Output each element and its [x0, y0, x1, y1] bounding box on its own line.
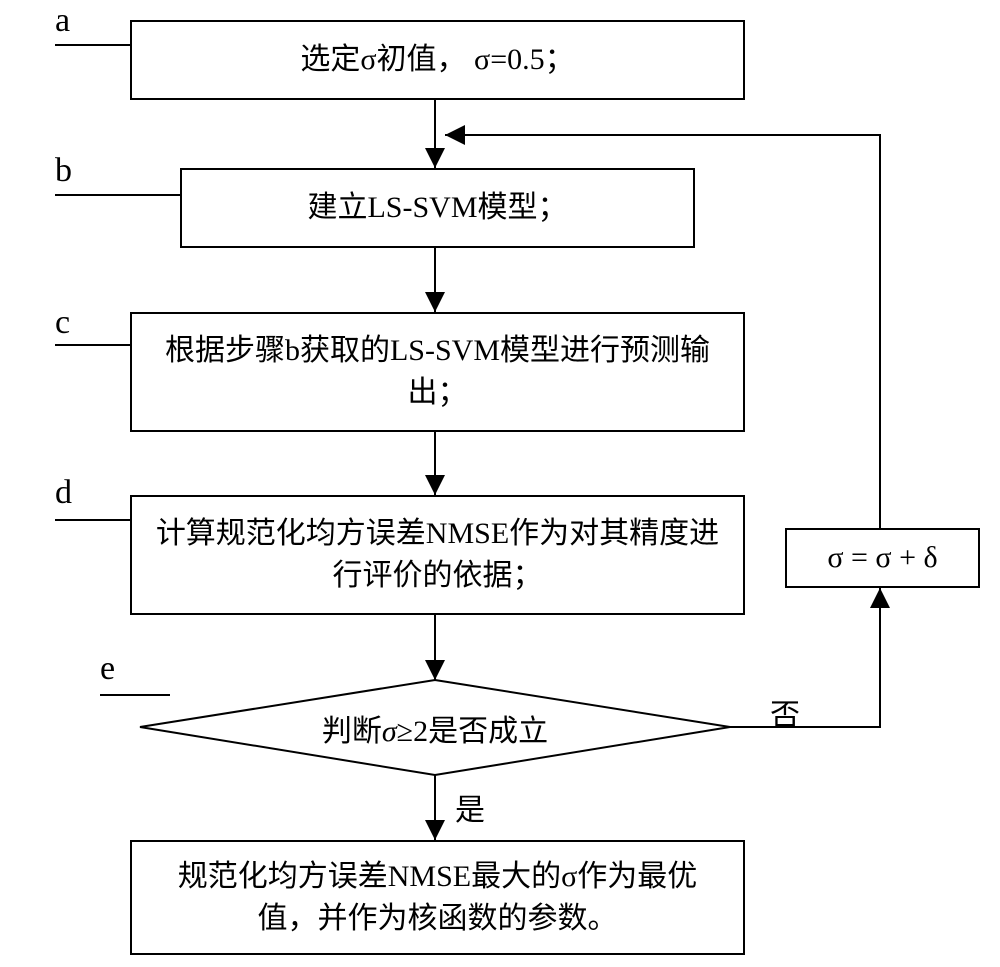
- node-inc: σ = σ + δ: [785, 528, 980, 588]
- node-a-text: 选定σ初值， σ=0.5；: [300, 39, 574, 81]
- node-a: 选定σ初值， σ=0.5；: [130, 20, 745, 100]
- edge-e-inc: [730, 588, 880, 727]
- step-label-a: a: [55, 2, 70, 40]
- node-d-text: 计算规范化均方误差NMSE作为对其精度进行评价的依据；: [152, 513, 723, 597]
- node-b-text: 建立LS-SVM模型；: [307, 187, 567, 229]
- node-d: 计算规范化均方误差NMSE作为对其精度进行评价的依据；: [130, 495, 745, 615]
- flowchart-container: a b c d e 选定σ初值， σ=0.5； 建立LS-SVM模型； 根据步骤…: [0, 0, 1000, 967]
- node-f: 规范化均方误差NMSE最大的σ作为最优值，并作为核函数的参数。: [130, 840, 745, 955]
- node-e-text: 判断σ≥2是否成立: [322, 706, 548, 750]
- node-inc-text: σ = σ + δ: [827, 537, 937, 579]
- node-c-text: 根据步骤b获取的LS-SVM模型进行预测输出；: [152, 330, 723, 414]
- node-b: 建立LS-SVM模型；: [180, 168, 695, 248]
- node-f-text: 规范化均方误差NMSE最大的σ作为最优值，并作为核函数的参数。: [152, 856, 723, 940]
- step-label-b: b: [55, 152, 72, 190]
- edge-label-no: 否: [770, 690, 800, 734]
- step-label-e: e: [100, 650, 115, 688]
- step-label-c: c: [55, 304, 70, 342]
- node-c: 根据步骤b获取的LS-SVM模型进行预测输出；: [130, 312, 745, 432]
- step-label-d: d: [55, 474, 72, 512]
- node-e: 判断σ≥2是否成立: [140, 680, 730, 775]
- flowchart-svg: [0, 0, 1000, 967]
- edge-label-yes: 是: [455, 785, 485, 829]
